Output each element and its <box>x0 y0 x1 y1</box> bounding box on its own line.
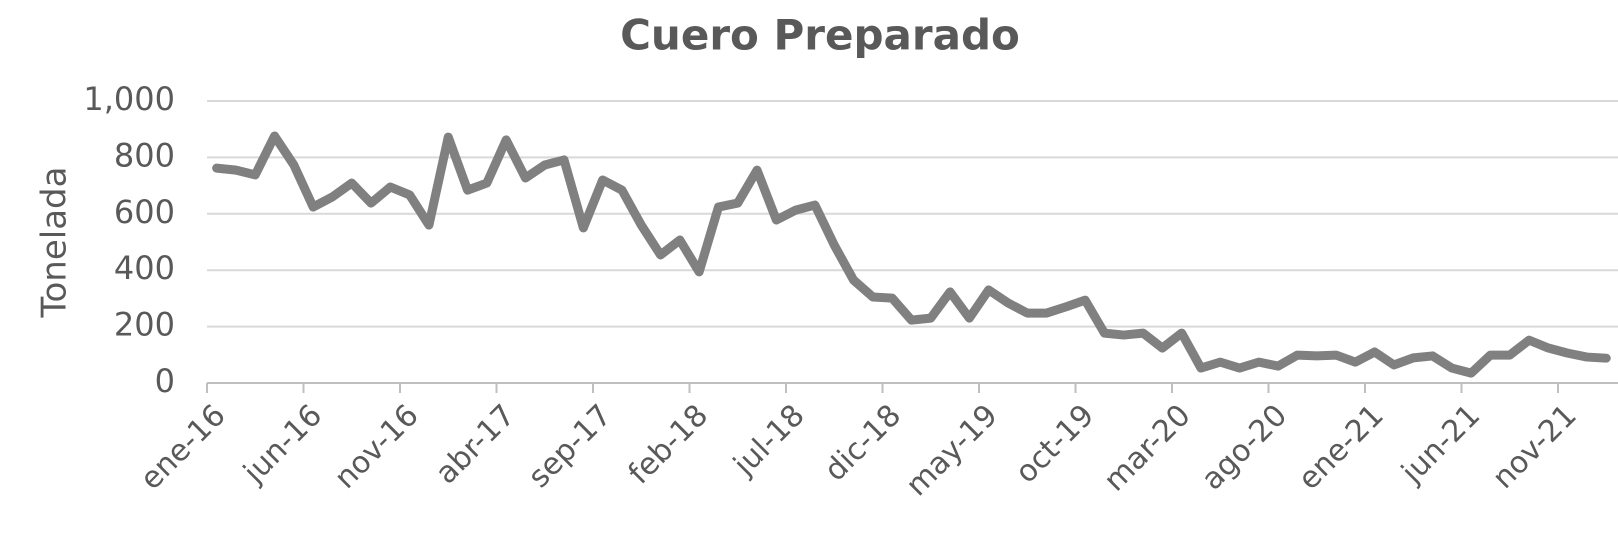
y-tick-label: 1,000 <box>83 80 175 118</box>
x-tick-label: jun-21 <box>1394 398 1487 491</box>
y-tick-label: 800 <box>114 136 175 174</box>
x-tick-label: jun-16 <box>236 398 329 491</box>
x-tick-label: feb-18 <box>622 398 715 491</box>
x-tick-label: ene-21 <box>1292 398 1391 497</box>
x-tick-label: ene-16 <box>134 398 233 497</box>
x-tick-label: jul-18 <box>726 398 811 483</box>
x-tick-label: mar-20 <box>1097 398 1197 498</box>
y-axis-label: Tonelada <box>35 167 75 319</box>
chart-title: Cuero Preparado <box>620 11 1020 60</box>
x-tick-label: dic-18 <box>818 398 908 488</box>
x-tick-label: nov-16 <box>328 398 426 496</box>
x-tick-label: nov-21 <box>1486 398 1584 496</box>
x-tick-label: sep-17 <box>522 398 619 495</box>
x-tick-label: abr-17 <box>429 398 522 491</box>
y-tick-label: 600 <box>114 193 175 231</box>
data-line <box>212 131 1611 378</box>
y-tick-label: 400 <box>114 249 175 287</box>
x-tick-label: ago-20 <box>1195 398 1294 497</box>
y-tick-label: 0 <box>155 362 175 400</box>
y-tick-label: 200 <box>114 306 175 344</box>
x-tick-label: oct-19 <box>1009 398 1101 490</box>
x-tick-label: may-19 <box>899 398 1004 503</box>
